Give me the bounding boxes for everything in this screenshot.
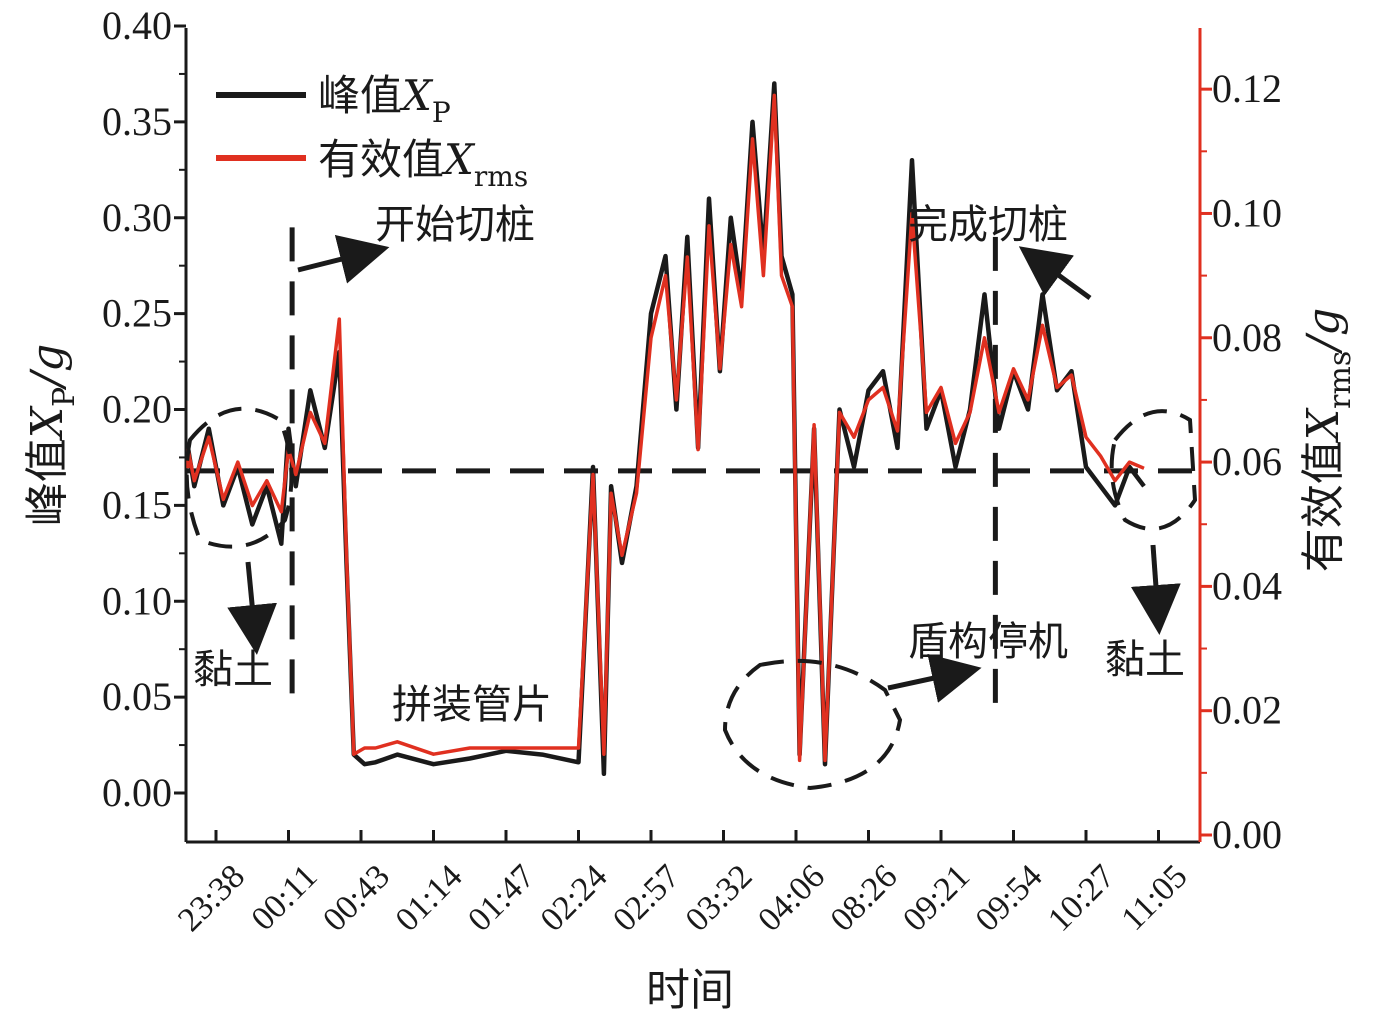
right-title-main: 有效值 — [1298, 440, 1349, 572]
clay-left-ellipse — [184, 406, 294, 549]
right-title-unit: /g — [1298, 308, 1349, 355]
clay-left-arrow — [227, 561, 278, 655]
left-tick-label: 0.10 — [102, 578, 172, 623]
legend: 峰值XP 有效值Xrms — [216, 71, 528, 193]
annotation-tbm-stop: 盾构停机 — [908, 619, 1068, 665]
x-tick-label: 04:06 — [751, 858, 832, 939]
legend-peak-var: X — [399, 71, 434, 120]
right-y-axis-ticks: 0.00 0.02 0.04 0.06 0.08 0.10 0.12 — [1200, 66, 1282, 857]
start-cut-arrow — [297, 235, 390, 284]
left-y-axis-title: 峰值XP/g — [22, 344, 82, 527]
left-tick-label: 0.25 — [102, 291, 172, 336]
annotation-segment-assembly: 拼装管片 — [392, 682, 552, 728]
annotation-shapes — [184, 406, 1198, 791]
x-tick-label: 01:14 — [389, 858, 470, 939]
left-title-sub: P — [47, 387, 82, 407]
tbm-stop-ellipse — [722, 658, 903, 791]
annotation-arrows — [227, 235, 1181, 703]
series-peak-line — [185, 81, 1146, 777]
x-axis-ticks: 23:3800:1100:4301:1401:4702:2402:5703:32… — [171, 830, 1195, 939]
x-tick-label: 02:24 — [534, 858, 615, 939]
x-tick-label: 11:05 — [1115, 858, 1195, 938]
left-title-main: 峰值 — [22, 438, 73, 526]
right-tick-label: 0.04 — [1212, 563, 1282, 608]
legend-rms-main: 有效值 — [318, 135, 444, 184]
x-tick-label: 09:21 — [896, 858, 977, 939]
x-axis-title: 时间 — [646, 965, 734, 1016]
series-layer — [185, 81, 1146, 777]
x-tick-label: 09:54 — [969, 858, 1050, 939]
x-tick-label: 23:38 — [171, 858, 252, 939]
plot-frame — [184, 28, 1202, 844]
x-tick-label: 01:47 — [461, 858, 542, 939]
x-tick-label: 10:27 — [1041, 858, 1122, 939]
legend-peak-main: 峰值 — [318, 71, 402, 120]
left-tick-label: 0.40 — [102, 3, 172, 48]
left-tick-label: 0.15 — [102, 482, 172, 527]
annotation-start-cut: 开始切桩 — [375, 202, 535, 248]
right-tick-label: 0.06 — [1212, 439, 1282, 484]
legend-label-peak: 峰值XP — [318, 71, 451, 129]
x-tick-label: 00:43 — [316, 858, 397, 939]
right-title-sub: rms — [1323, 351, 1358, 409]
tbm-stop-arrow — [887, 653, 982, 703]
right-tick-label: 0.10 — [1212, 190, 1282, 235]
left-tick-label: 0.30 — [102, 195, 172, 240]
left-y-axis-ticks: 0.00 0.05 0.10 0.15 0.20 0.25 0.30 0.35 0.40 — [102, 3, 186, 815]
legend-rms-var: X — [441, 135, 476, 184]
legend-rms-sub: rms — [474, 160, 528, 193]
left-title-unit: /g — [22, 344, 73, 391]
right-tick-label: 0.08 — [1212, 315, 1282, 360]
annotation-finish-cut: 完成切桩 — [908, 202, 1068, 248]
x-tick-label: 03:32 — [679, 858, 760, 939]
finish-cut-arrow — [1018, 246, 1092, 301]
right-y-axis-title: 有效值Xrms/g — [1298, 308, 1358, 573]
right-tick-label: 0.02 — [1212, 688, 1282, 733]
left-tick-label: 0.20 — [102, 387, 172, 432]
x-tick-label: 08:26 — [824, 858, 905, 939]
annotation-clay-left: 黏土 — [193, 647, 273, 693]
series-rms-line — [186, 93, 1145, 763]
annotation-clay-right: 黏土 — [1105, 637, 1185, 683]
right-tick-label: 0.00 — [1212, 812, 1282, 857]
left-tick-label: 0.05 — [102, 674, 172, 719]
x-tick-label: 00:11 — [245, 858, 325, 938]
clay-right-ellipse — [1109, 409, 1198, 531]
x-tick-label: 02:57 — [606, 858, 687, 939]
clay-right-arrow — [1130, 544, 1181, 635]
right-tick-label: 0.12 — [1212, 66, 1282, 111]
right-title-var: X — [1298, 407, 1349, 443]
left-tick-label: 0.35 — [102, 99, 172, 144]
legend-label-rms: 有效值Xrms — [318, 135, 528, 193]
left-title-var: X — [22, 405, 73, 441]
legend-peak-sub: P — [432, 96, 451, 129]
left-tick-label: 0.00 — [102, 770, 172, 815]
